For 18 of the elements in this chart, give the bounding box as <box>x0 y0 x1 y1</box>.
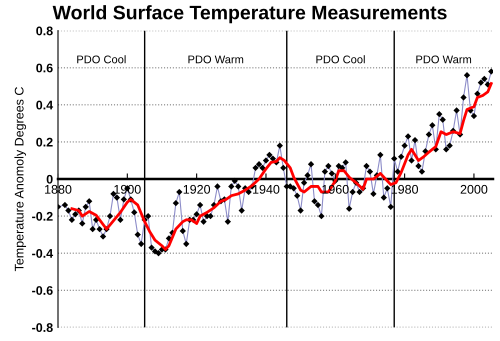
annotation: PDO Cool <box>77 55 126 64</box>
y-tick-label: 0.8 <box>36 26 53 36</box>
annotation: PDO Warm <box>188 55 244 64</box>
y-tick-label: 0 <box>46 174 53 184</box>
y-tick-label: -0.4 <box>32 248 54 258</box>
x-tick-label: 1920 <box>184 184 210 194</box>
y-tick-label: -0.2 <box>32 212 53 221</box>
y-tick-label: -0.6 <box>32 286 53 295</box>
annotation: PDO Warm <box>416 55 472 64</box>
y-tick-label: 0.2 <box>36 138 53 147</box>
y-axis-title: Temperature Anomoly Degrees C <box>14 87 26 272</box>
y-tick-label: 0.4 <box>36 100 54 110</box>
y-tick-label: 0.6 <box>36 64 53 72</box>
x-tick-label: 1940 <box>253 184 280 194</box>
chart-title: World Surface Temperature Measurements <box>52 5 447 24</box>
annotation: PDO Cool <box>316 55 365 64</box>
x-tick-label: 2000 <box>460 184 488 194</box>
y-tick-label: -0.8 <box>32 323 53 332</box>
